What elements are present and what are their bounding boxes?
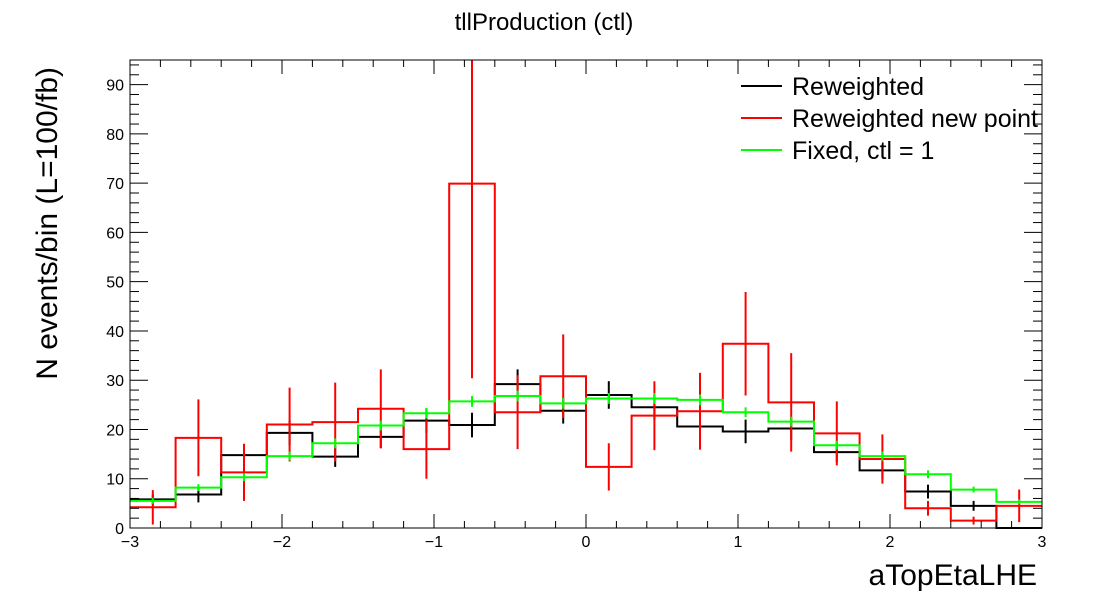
y-tick-label: 70 (106, 176, 124, 193)
legend: Reweighted Reweighted new point Fixed, ctl… (741, 73, 1038, 165)
y-tick-label: 90 (106, 78, 124, 95)
series-1 (130, 60, 1042, 525)
x-tick-label: 0 (582, 534, 591, 551)
y-axis-title: N events/bin (L=100/fb) (31, 67, 64, 380)
y-tick-label: 40 (106, 324, 124, 341)
y-tick-label: 50 (106, 275, 124, 292)
y-tick-label: 20 (106, 422, 124, 439)
x-tick-label: 1 (734, 534, 743, 551)
plot-area (130, 60, 1042, 529)
x-tick-label: 3 (1038, 534, 1047, 551)
series-2 (130, 390, 1042, 505)
y-tick-label: 80 (106, 127, 124, 144)
legend-label-2: Fixed, ctl = 1 (792, 137, 934, 165)
legend-label-1: Reweighted new point (792, 105, 1038, 133)
x-tick-label: −3 (121, 534, 139, 551)
y-tick-label: 30 (106, 373, 124, 390)
y-tick-label: 0 (115, 521, 124, 538)
x-tick-label: 2 (886, 534, 895, 551)
x-tick-label: −1 (425, 534, 443, 551)
legend-label-0: Reweighted (792, 73, 924, 101)
y-tick-label: 60 (106, 225, 124, 242)
chart-title: tllProduction (ctl) (455, 9, 634, 36)
x-tick-label: −2 (273, 534, 291, 551)
y-tick-label: 10 (106, 472, 124, 489)
x-axis-title: aTopEtaLHE (869, 559, 1037, 592)
series-2-step (130, 394, 1042, 503)
